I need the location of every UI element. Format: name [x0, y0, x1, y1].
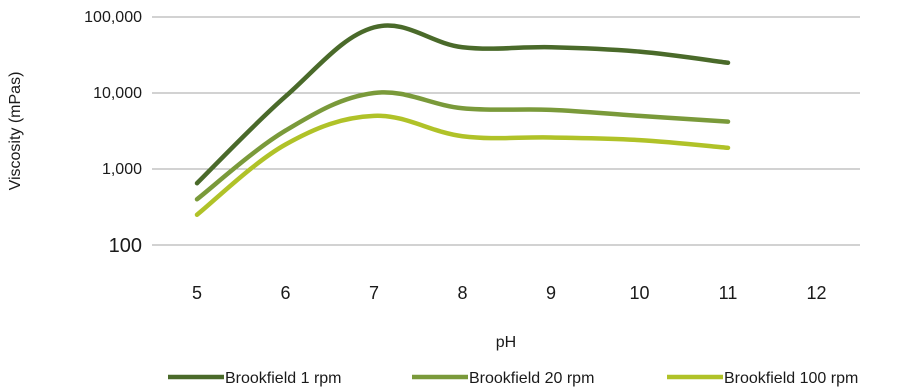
legend-label: Brookfield 20 rpm [469, 370, 594, 387]
x-tick-label: 5 [192, 283, 202, 303]
series-line-1 [194, 23, 731, 186]
y-tick-label: 1,000 [102, 161, 142, 178]
gridlines [152, 16, 860, 246]
x-tick-label: 12 [806, 283, 826, 303]
y-tick-label: 10,000 [93, 85, 142, 102]
x-tick-label: 10 [629, 283, 649, 303]
series-line-3 [194, 113, 731, 218]
legend: Brookfield 1 rpm Brookfield 20 rpm Brookfi… [168, 370, 858, 387]
x-tick-label: 9 [546, 283, 556, 303]
x-tick-label: 7 [369, 283, 379, 303]
x-tick-label: 8 [457, 283, 467, 303]
series-lines [194, 23, 731, 218]
legend-label: Brookfield 100 rpm [724, 370, 858, 387]
x-tick-label: 6 [280, 283, 290, 303]
series-line-2 [194, 90, 731, 202]
x-tick-label: 11 [719, 283, 738, 303]
y-tick-label: 100,000 [84, 9, 142, 26]
y-tick-label: 100 [109, 235, 142, 257]
x-axis-label: pH [496, 334, 516, 351]
y-axis-label: Viscosity (mPas) [7, 72, 24, 191]
x-axis-ticks: 5 6 7 8 9 10 11 12 [192, 283, 827, 303]
legend-label: Brookfield 1 rpm [225, 370, 342, 387]
y-axis-ticks: 100,000 10,000 1,000 100 [84, 9, 142, 257]
